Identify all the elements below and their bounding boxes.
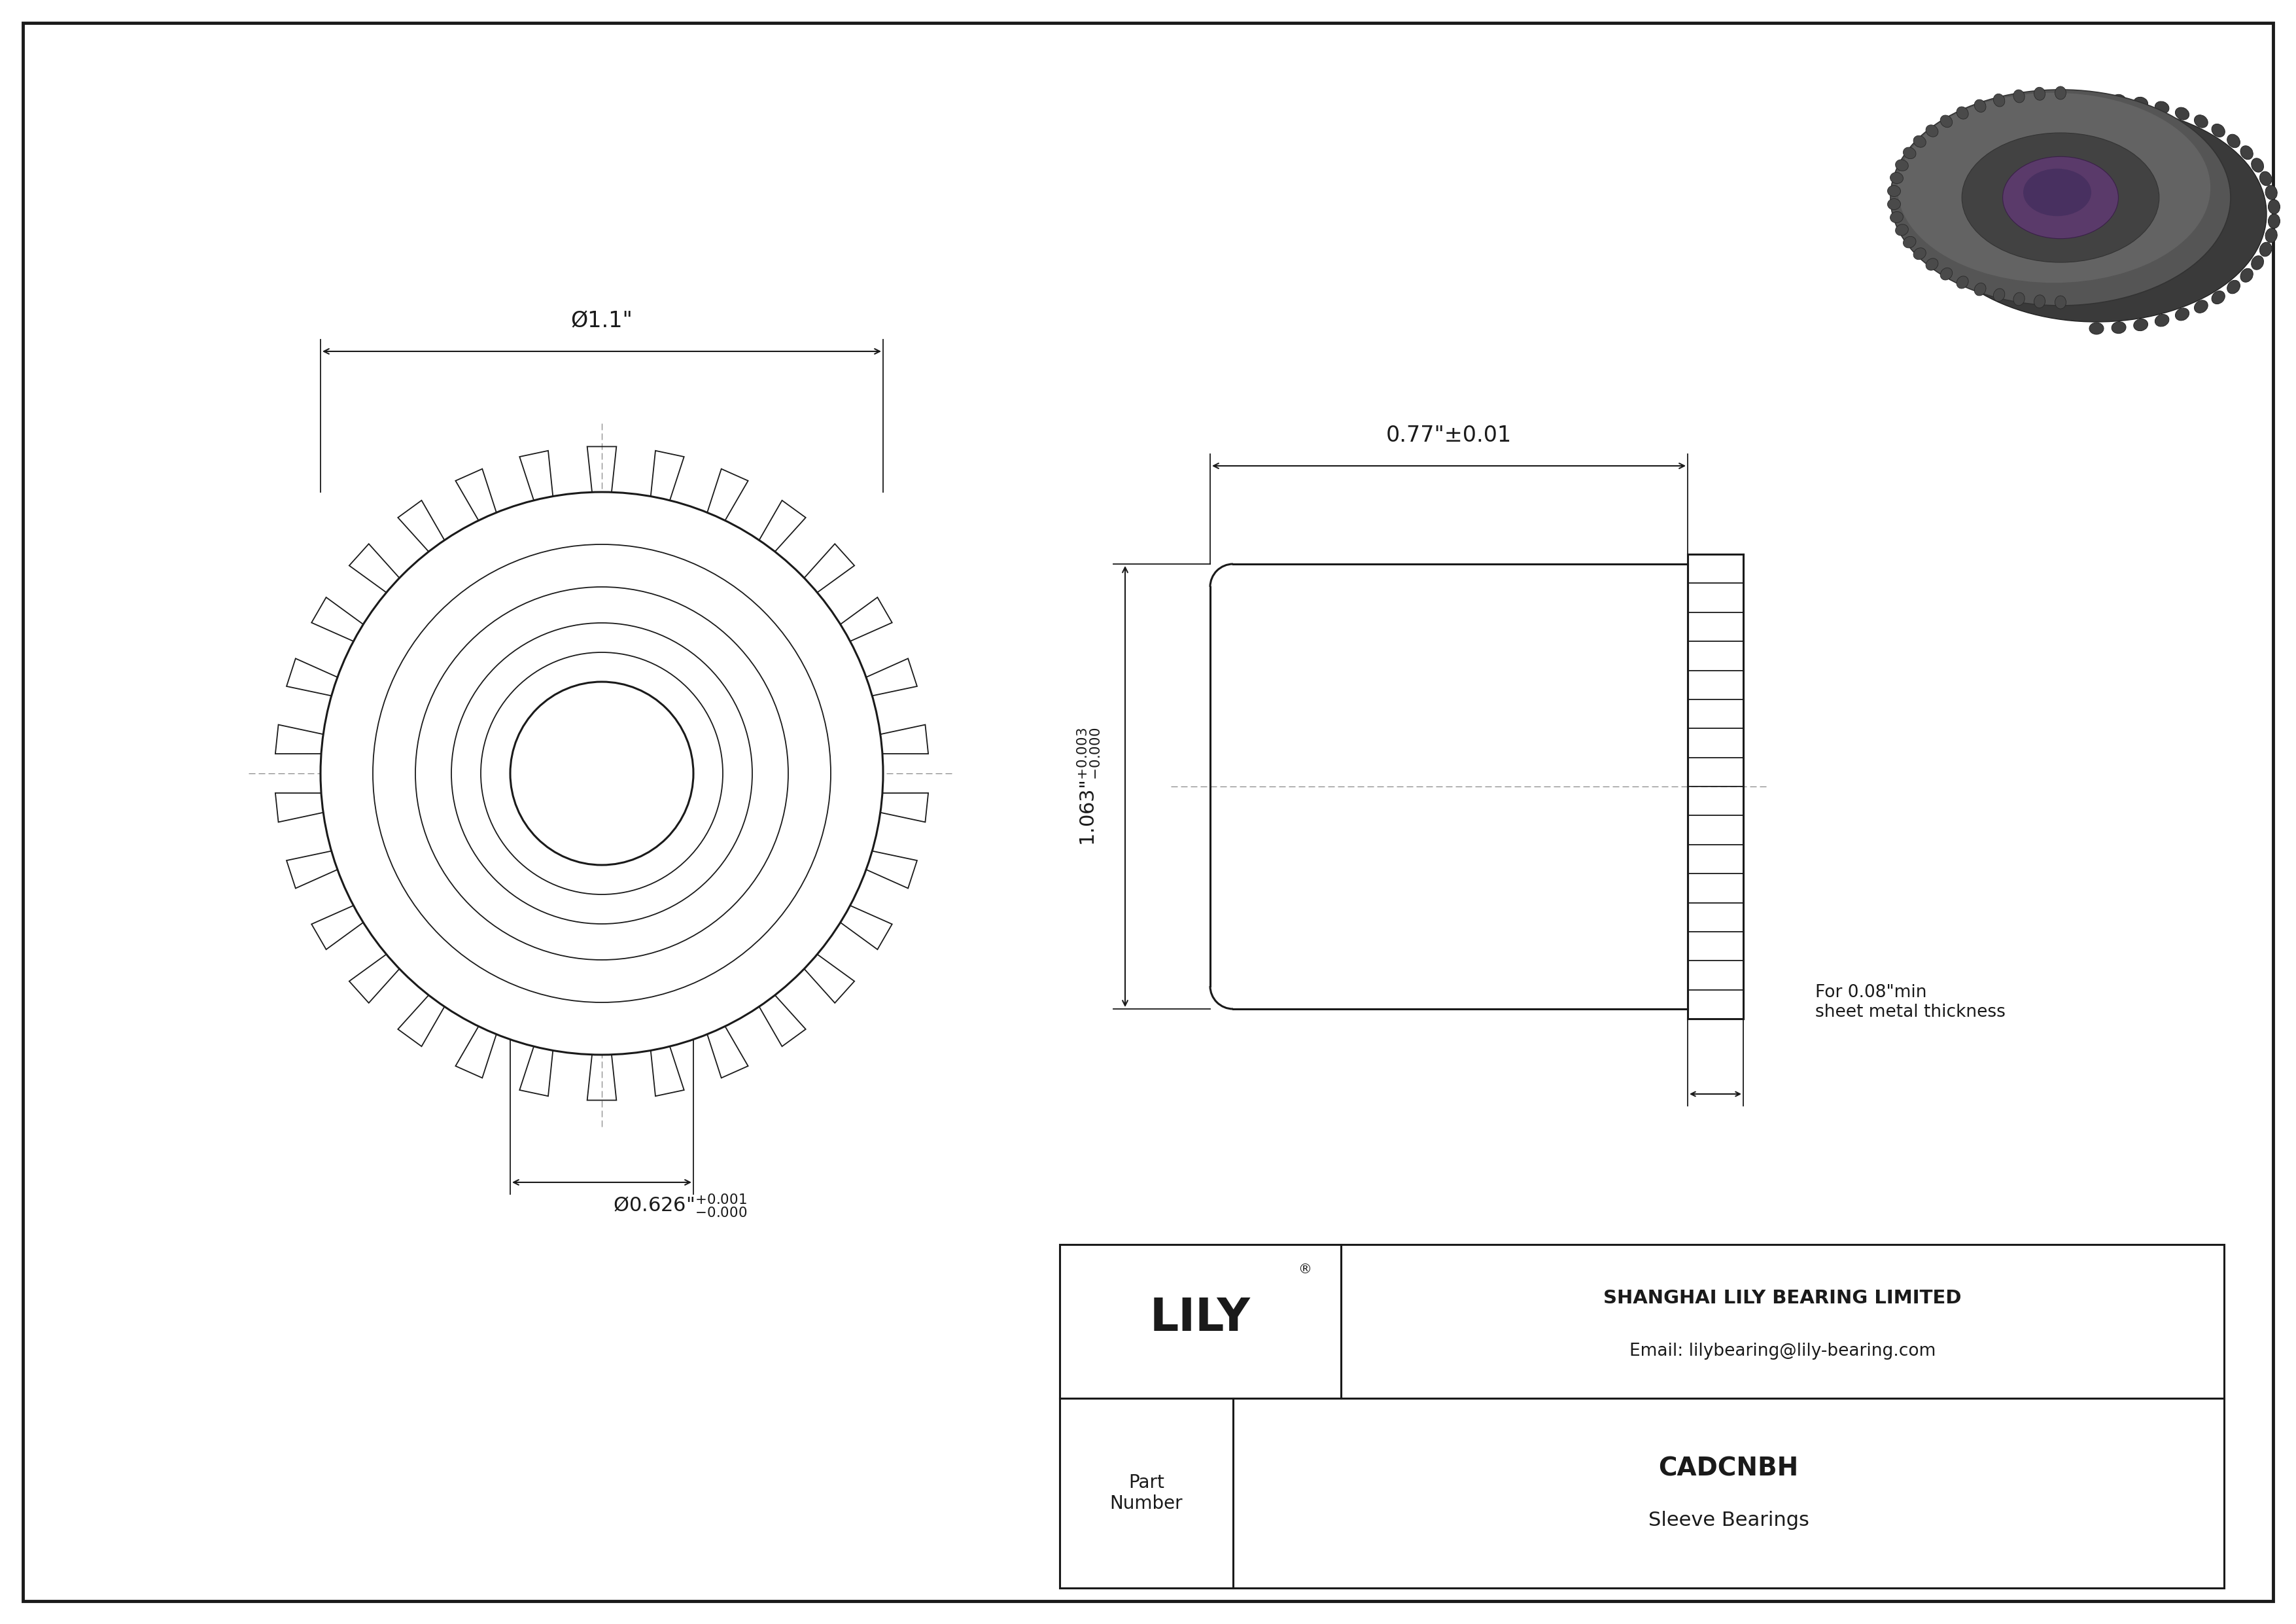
Ellipse shape <box>2055 296 2066 309</box>
Ellipse shape <box>1887 198 1901 209</box>
Ellipse shape <box>2023 169 2092 216</box>
Ellipse shape <box>1956 276 1968 289</box>
Ellipse shape <box>1896 159 1908 171</box>
Text: ®: ® <box>1297 1263 1311 1276</box>
Ellipse shape <box>2259 242 2271 257</box>
Ellipse shape <box>2133 97 2147 109</box>
Ellipse shape <box>2133 318 2147 331</box>
Text: Part
Number: Part Number <box>1109 1473 1182 1514</box>
Text: Email: lilybearing@lily-bearing.com: Email: lilybearing@lily-bearing.com <box>1630 1343 1936 1359</box>
Ellipse shape <box>1926 125 1938 136</box>
Bar <box>1061 1244 2225 1588</box>
Ellipse shape <box>2156 315 2170 326</box>
Ellipse shape <box>2195 115 2209 128</box>
Ellipse shape <box>2112 94 2126 106</box>
Text: 1.063"$^{+0.003}_{- 0.000}$: 1.063"$^{+0.003}_{- 0.000}$ <box>1077 728 1102 846</box>
Ellipse shape <box>2227 135 2241 148</box>
Ellipse shape <box>1940 115 1952 127</box>
Ellipse shape <box>1956 107 1968 119</box>
Ellipse shape <box>2252 158 2264 172</box>
Ellipse shape <box>1896 224 1908 235</box>
Ellipse shape <box>1890 89 2232 305</box>
Ellipse shape <box>1961 133 2158 263</box>
Ellipse shape <box>2268 200 2280 214</box>
Ellipse shape <box>2174 309 2188 320</box>
Ellipse shape <box>2241 146 2252 159</box>
Ellipse shape <box>1940 268 1952 279</box>
Ellipse shape <box>1975 99 1986 112</box>
Ellipse shape <box>1896 93 2211 283</box>
Ellipse shape <box>2211 123 2225 136</box>
Ellipse shape <box>2034 88 2046 101</box>
Ellipse shape <box>1993 94 2004 107</box>
Text: Ø1.1": Ø1.1" <box>572 310 634 331</box>
Ellipse shape <box>1890 211 1903 222</box>
Text: SHANGHAI LILY BEARING LIMITED: SHANGHAI LILY BEARING LIMITED <box>1603 1289 1961 1307</box>
Ellipse shape <box>2112 322 2126 333</box>
Ellipse shape <box>2266 229 2278 242</box>
Circle shape <box>510 682 693 866</box>
Text: CADCNBH: CADCNBH <box>1658 1455 1798 1481</box>
Text: 0.77"±0.01: 0.77"±0.01 <box>1387 424 1511 447</box>
Ellipse shape <box>2014 292 2025 305</box>
Ellipse shape <box>1913 136 1926 148</box>
Ellipse shape <box>1890 172 1903 184</box>
Circle shape <box>321 492 884 1054</box>
Ellipse shape <box>1993 289 2004 302</box>
Ellipse shape <box>2156 101 2170 114</box>
Text: For 0.08"min
sheet metal thickness: For 0.08"min sheet metal thickness <box>1816 984 2004 1021</box>
Ellipse shape <box>2055 86 2066 99</box>
Ellipse shape <box>1975 283 1986 296</box>
Ellipse shape <box>2227 281 2241 294</box>
Ellipse shape <box>1903 148 1915 159</box>
Ellipse shape <box>2195 300 2209 313</box>
Ellipse shape <box>1903 237 1915 248</box>
Text: Sleeve Bearings: Sleeve Bearings <box>1649 1510 1809 1530</box>
Ellipse shape <box>1887 185 1901 197</box>
Ellipse shape <box>2259 172 2271 185</box>
Text: LILY: LILY <box>1150 1296 1251 1340</box>
Ellipse shape <box>1913 248 1926 260</box>
Ellipse shape <box>2174 107 2188 120</box>
Ellipse shape <box>2014 89 2025 102</box>
Text: Ø0.626"$^{+0.001}_{-0.000}$: Ø0.626"$^{+0.001}_{-0.000}$ <box>613 1192 748 1220</box>
Ellipse shape <box>2034 296 2046 309</box>
Ellipse shape <box>2268 214 2280 229</box>
Ellipse shape <box>2211 291 2225 304</box>
Ellipse shape <box>2089 94 2103 106</box>
Ellipse shape <box>2252 255 2264 270</box>
Ellipse shape <box>2266 185 2278 200</box>
Ellipse shape <box>1926 106 2266 322</box>
Ellipse shape <box>1926 258 1938 270</box>
Ellipse shape <box>2002 156 2119 239</box>
Ellipse shape <box>2241 268 2252 283</box>
Ellipse shape <box>2089 323 2103 335</box>
